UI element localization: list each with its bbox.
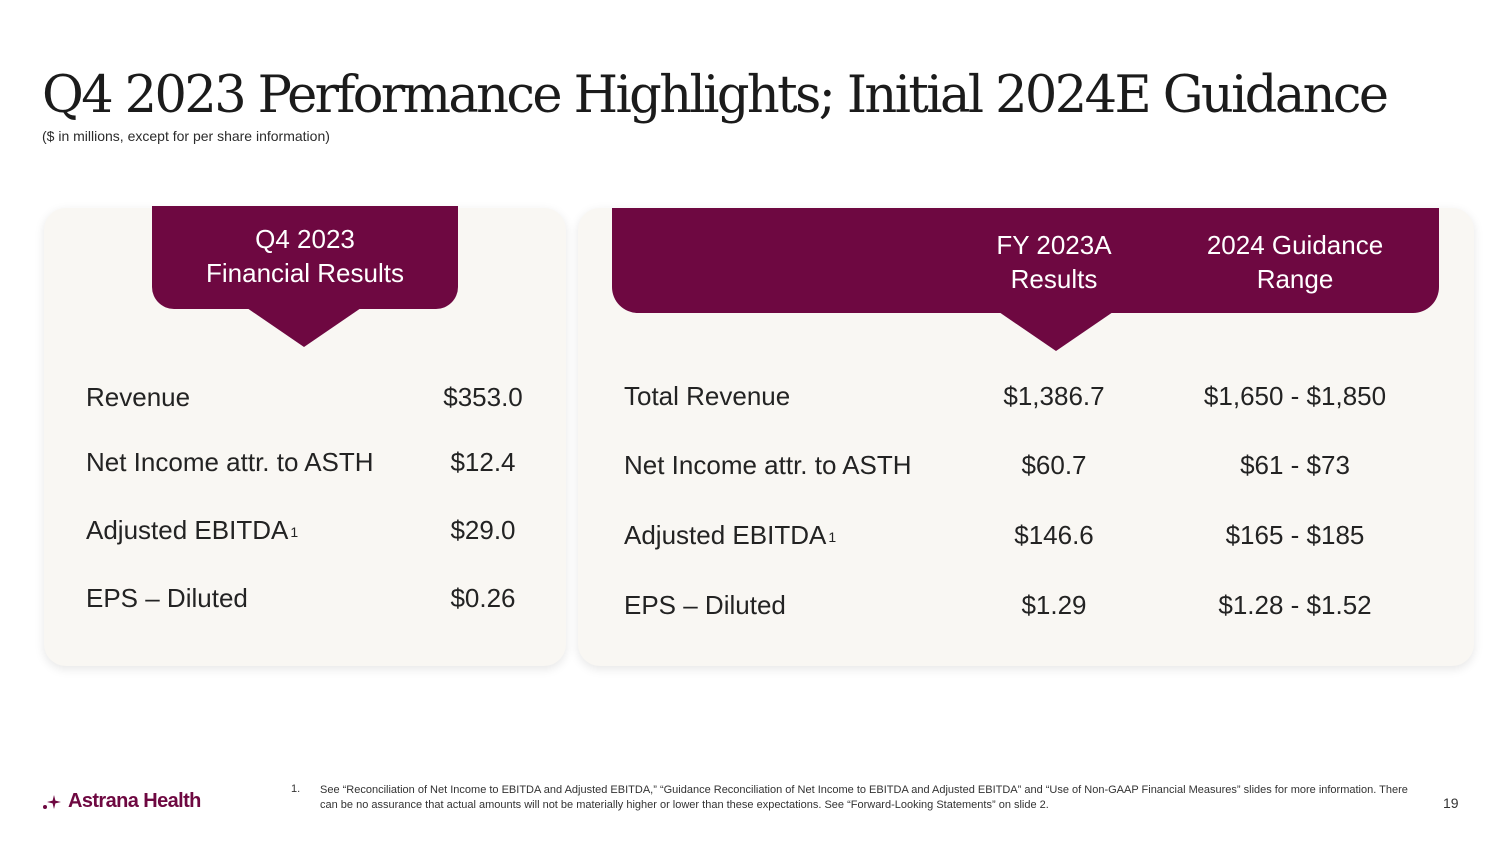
footnote-text: See “Reconciliation of Net Income to EBI… (320, 783, 1420, 813)
left-row-value: $353.0 (422, 382, 544, 412)
footnote-number: 1. (291, 783, 300, 795)
astrana-star-icon (42, 794, 62, 810)
left-row-label: EPS – Diluted (86, 583, 248, 613)
left-row-label: Revenue (86, 382, 190, 412)
astrana-health-logo: Astrana Health (42, 790, 201, 813)
guidance-range-header-line1: 2024 Guidance (1180, 228, 1410, 262)
right-row-label: Total Revenue (624, 381, 790, 411)
fy2023-value: $60.7 (974, 450, 1134, 480)
guidance-value: $165 - $185 (1175, 520, 1415, 550)
q4-results-header-line2: Financial Results (152, 256, 458, 290)
left-row-label: Net Income attr. to ASTH (86, 447, 374, 477)
guidance-value: $1,650 - $1,850 (1175, 381, 1415, 411)
fy2023-value: $146.6 (974, 520, 1134, 550)
left-row-value: $12.4 (422, 447, 544, 477)
fy2023-value: $1,386.7 (974, 381, 1134, 411)
left-row-label: Adjusted EBITDA 1 (86, 515, 298, 545)
left-row-value: $0.26 (422, 583, 544, 613)
right-row-label: EPS – Diluted (624, 590, 786, 620)
page-number: 19 (1443, 795, 1459, 811)
fy2023-value: $1.29 (974, 590, 1134, 620)
guidance-value: $1.28 - $1.52 (1175, 590, 1415, 620)
logo-text: Astrana Health (68, 790, 201, 813)
fy2023-results-header-line2: Results (964, 262, 1144, 296)
q4-results-header: Q4 2023 Financial Results (152, 222, 458, 290)
footnote-marker: 1 (290, 524, 298, 540)
guidance-value: $61 - $73 (1175, 450, 1415, 480)
fy2023-results-header-line1: FY 2023A (964, 228, 1144, 262)
guidance-range-header-line2: Range (1180, 262, 1410, 296)
slide-subtitle: ($ in millions, except for per share inf… (42, 128, 330, 144)
q4-results-header-line1: Q4 2023 (152, 222, 458, 256)
q4-results-header-pointer (247, 308, 361, 347)
guidance-range-header: 2024 Guidance Range (1180, 228, 1410, 296)
right-row-label: Adjusted EBITDA 1 (624, 520, 836, 550)
fy2023-results-header: FY 2023A Results (964, 228, 1144, 296)
slide-title: Q4 2023 Performance Highlights; Initial … (42, 66, 1386, 125)
footnote-marker: 1 (828, 529, 836, 545)
left-row-value: $29.0 (422, 515, 544, 545)
fy-results-header-pointer (999, 312, 1113, 351)
right-row-label: Net Income attr. to ASTH (624, 450, 912, 480)
